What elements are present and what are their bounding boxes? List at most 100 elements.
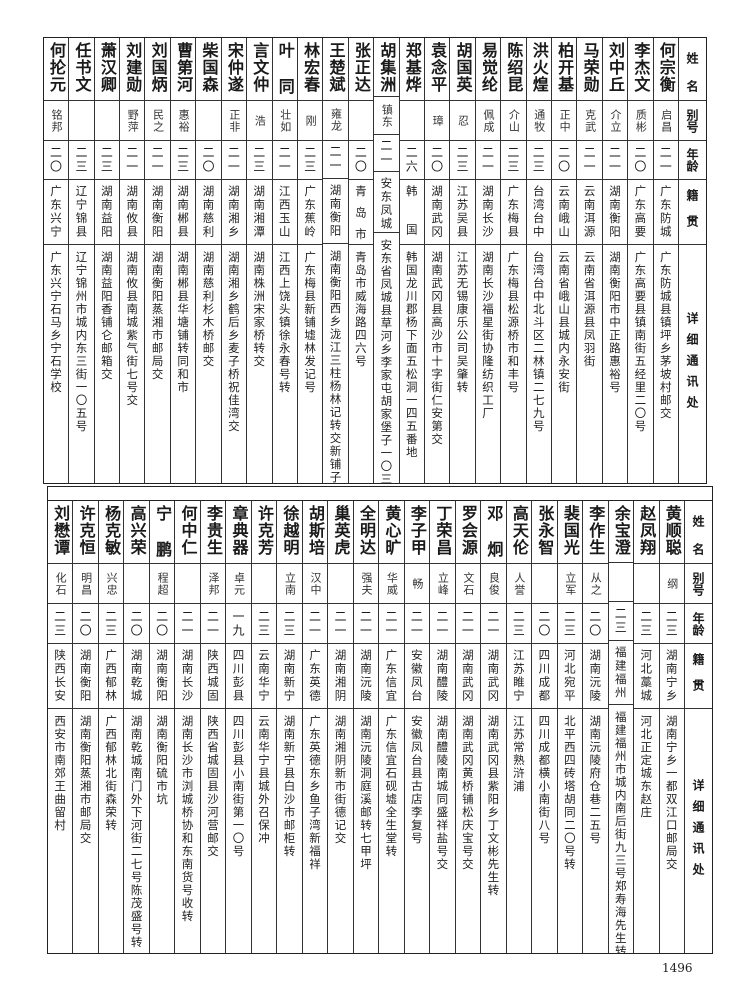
native-text: 广东防城 — [658, 185, 673, 239]
alias-text: 程超 — [156, 571, 170, 596]
age-text: 二三 — [99, 146, 114, 174]
name-text: 曹第河 — [174, 42, 194, 93]
age-cell: 二一 — [475, 141, 501, 180]
address-text: 湖南武冈县高沙市十字街仁安第交 — [430, 251, 445, 446]
name-text: 裴国光 — [560, 505, 580, 556]
age-text: 二三 — [256, 609, 271, 638]
address-cell: 湖南衡阳蒸湘市邮局交 — [73, 709, 97, 953]
address-text: 湖南衡阳蒸湘市邮局交 — [150, 251, 165, 381]
address-cell: 湖南郴县华塘铺转同和市 — [171, 245, 195, 483]
native-text: 湖南长沙 — [480, 185, 495, 239]
alias-cell: 兴忠 — [98, 564, 124, 604]
name-cell: 刘国炳 — [145, 38, 170, 101]
header-label-native: 籍贯 — [685, 189, 699, 241]
alias-cell: 启昌 — [653, 101, 678, 141]
table-row: 叶同 壮如 二一 江西玉山 江西上饶头镇徐永春号转 — [271, 38, 297, 483]
address-cell: 湖南沅陵洞庭溪邮转七甲坪 — [354, 709, 378, 953]
name-text: 李作生 — [586, 505, 606, 556]
native-cell: 青岛市 — [348, 180, 374, 245]
alias-cell: 刚 — [297, 101, 323, 141]
name-cell: 刘中丘 — [602, 38, 628, 101]
age-cell: 二三 — [251, 604, 277, 644]
age-text: 二三 — [455, 146, 470, 174]
address-cell: 青岛市威海路四六号 — [349, 245, 373, 483]
address-text: 广西郁林北街森荣转 — [104, 715, 119, 832]
address-text: 湖南长沙市浏城桥协和东南货号收转 — [180, 715, 195, 923]
age-cell: 二六 — [399, 141, 424, 180]
table-row: 柏开基 正中 二〇 云南峨山 云南省峨山县城内永安街 — [550, 38, 577, 483]
name-cell: 柴国森 — [196, 38, 221, 101]
name-text: 马荣勋 — [580, 42, 600, 93]
address-cell: 湖南株洲宋家桥转交 — [247, 245, 271, 483]
table-row: 刘建勋 野萍 二一 湖南攸县 湖南攸县南城紫气街七号交 — [119, 38, 145, 483]
name-cell: 李作生 — [583, 501, 608, 564]
alias-text: 惠裕 — [177, 108, 191, 133]
table-row: 胡集洲 镇东 二一 安东凤城 安东省凤城县草河乡李家屯胡家堡子一〇三号 — [373, 38, 399, 483]
name-text: 郑基烨 — [402, 42, 422, 93]
address-text: 江西上饶头镇徐永春号转 — [277, 251, 292, 394]
table-row: 张正达 二〇 青岛市 青岛市威海路四六号 — [347, 38, 374, 483]
native-cell: 云南洱源 — [577, 180, 602, 245]
native-text: 湖南益阳 — [99, 185, 114, 239]
age-text: 二〇 — [587, 609, 602, 638]
age-text: 二一 — [485, 609, 500, 638]
native-cell: 江苏吴县 — [450, 180, 475, 245]
native-cell: 广西郁林 — [98, 644, 124, 709]
alias-cell — [251, 564, 277, 604]
native-text: 湖南沅陵 — [588, 649, 603, 703]
table-row: 王楚斌 雍龙 二一 湖南衡阳 湖南衡阳西乡泷江三柱杨林记转交新铺子 — [322, 38, 348, 483]
header-column: 姓名 别号 年龄 籍贯 详细通讯处 — [684, 501, 712, 953]
table-row: 洪火煌 通牧 二三 台湾台中 台湾台中北斗区二林镇二七九号 — [525, 38, 551, 483]
alias-cell — [175, 564, 200, 604]
table-row: 丁荣昌 立峰 二一 湖南醴陵 湖南醴陵南城同盛祥盐号交 — [429, 501, 455, 953]
name-text: 易觉纶 — [478, 42, 498, 93]
name-text: 丁荣昌 — [433, 505, 453, 556]
address-cell: 云南省洱源县凤羽街 — [577, 245, 601, 483]
native-text: 青岛市 — [353, 185, 368, 245]
address-text: 湖南沅陵府仓巷二五号 — [588, 715, 603, 845]
address-text: 广东梅县松源桥市和丰号 — [506, 251, 521, 394]
table-row: 高天伦 人誉 二三 江苏睢宁 江苏常熟浒浦 — [505, 501, 532, 953]
native-text: 湖南衡阳 — [78, 649, 93, 703]
native-cell: 四川彭县 — [226, 644, 251, 709]
address-text: 湖南衡阳蒸湘市邮局交 — [78, 715, 93, 845]
native-cell: 湖南武冈 — [455, 644, 481, 709]
name-cell: 全明达 — [353, 501, 379, 564]
table-row: 许克恒 明昌 二〇 湖南衡阳 湖南衡阳蒸湘市邮局交 — [72, 501, 98, 953]
address-text: 四川成都横小南街八号 — [537, 715, 552, 845]
alias-cell: 立军 — [557, 564, 583, 604]
name-text: 罗会源 — [458, 505, 478, 556]
native-text: 湖南衡阳 — [155, 649, 170, 703]
table-row: 刘懋谭 化石 二三 陕西长安 西安市南郊王曲留村 — [47, 501, 73, 953]
name-text: 邓炯 — [484, 505, 504, 564]
header-cell-native: 籍贯 — [685, 644, 712, 709]
native-text: 湖南衡阳 — [328, 184, 343, 239]
table-row: 高兴荣 二〇 湖南乾城 湖南乾城南门外下河街二七号陈茂盛号转 — [123, 501, 149, 953]
alias-cell — [94, 101, 120, 141]
address-cell: 江西上饶头镇徐永春号转 — [273, 245, 297, 483]
age-text: 二三 — [52, 609, 67, 638]
alias-cell: 璋 — [424, 101, 450, 141]
native-cell: 江苏睢宁 — [506, 644, 532, 709]
alias-cell — [196, 101, 221, 141]
alias-text: 介山 — [507, 108, 521, 133]
address-cell: 湖南攸县南城紫气街七号交 — [120, 245, 144, 483]
table-row: 宁鹏 程超 二〇 湖南衡阳 湖南衡阳硫市坑 — [148, 501, 175, 953]
native-text: 湖南新宁 — [282, 649, 297, 703]
age-cell: 二一 — [602, 141, 628, 180]
address-text: 台湾台中北斗区二林镇二七九号 — [531, 251, 546, 433]
table-row: 宋仲遂 正非 二一 湖南湘乡 湖南湘乡鹤后乡麦子桥祝佳湾交 — [220, 38, 247, 483]
alias-text: 通牧 — [532, 108, 546, 133]
name-cell: 巢英虎 — [328, 501, 353, 564]
age-text: 二一 — [124, 146, 139, 174]
age-text: 二三 — [175, 146, 190, 174]
age-cell: 二一 — [404, 604, 430, 644]
table-row: 郑基烨 二六 韩国 韩国龙川郡杨下面五松洞一四五番地 — [398, 38, 424, 483]
name-text: 林宏春 — [301, 42, 321, 93]
address-cell: 湖南长沙福星街协隆纺织工厂 — [476, 245, 500, 483]
native-cell: 广东英德 — [302, 644, 328, 709]
age-cell: 二三 — [634, 604, 659, 644]
address-cell: 广东兴宁石马乡宁石学校 — [44, 245, 68, 483]
table-divider-band — [47, 486, 713, 500]
alias-cell: 纲 — [659, 564, 684, 604]
